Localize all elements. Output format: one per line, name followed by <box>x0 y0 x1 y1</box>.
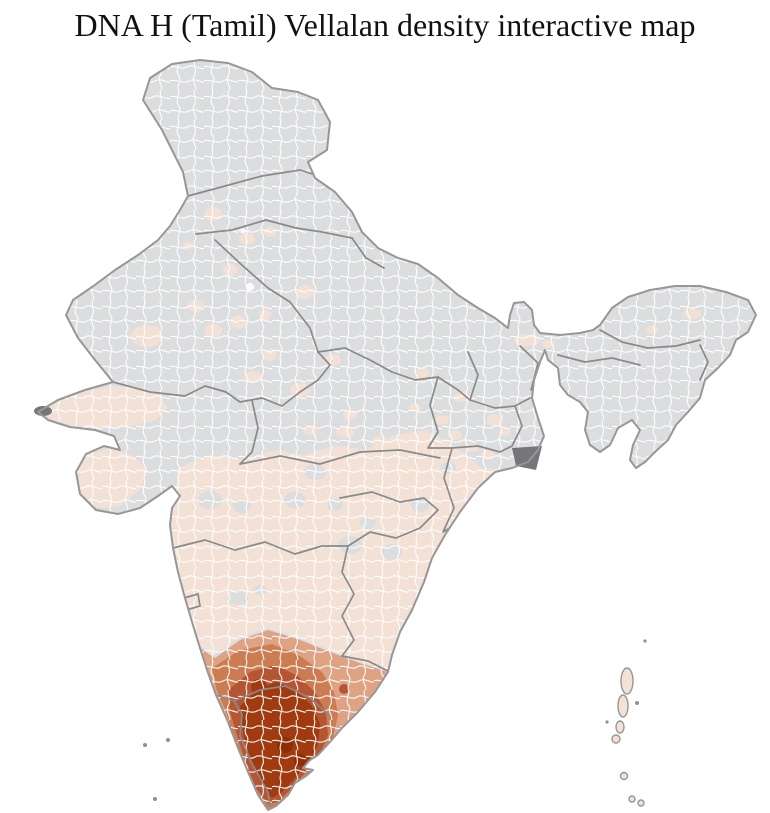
kutch-marsh <box>34 406 52 416</box>
district-grid-overlay <box>38 60 756 810</box>
andaman-islands[interactable] <box>611 667 645 807</box>
map-title: DNA H (Tamil) Vellalan density interacti… <box>74 7 696 43</box>
lakshadweep-islands <box>143 738 170 801</box>
andaman-islets <box>605 639 647 724</box>
sundarbans-marsh <box>512 446 542 470</box>
state-borders <box>112 169 709 807</box>
